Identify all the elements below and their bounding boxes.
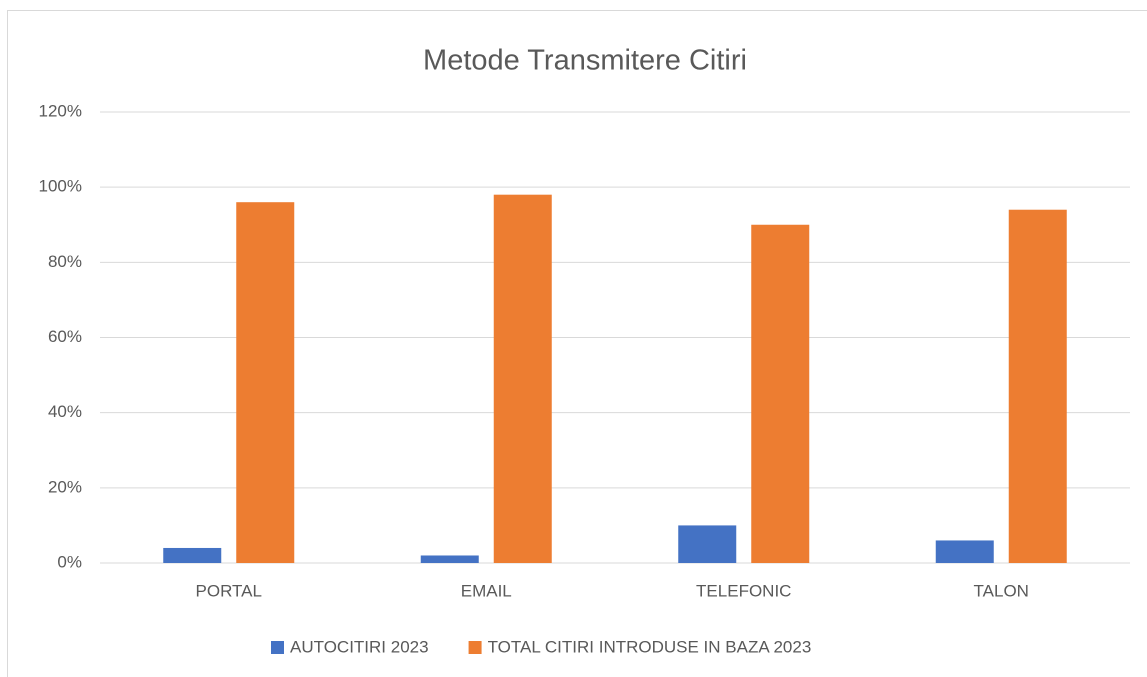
y-tick-label: 20%: [48, 477, 82, 496]
bar: [236, 202, 295, 563]
bar: [493, 194, 552, 563]
chart-title: Metode Transmitere Citiri: [423, 45, 747, 77]
bar: [751, 224, 810, 563]
x-tick-label: PORTAL: [196, 581, 262, 600]
legend-swatch: [468, 641, 482, 654]
x-tick-label: TALON: [974, 581, 1029, 600]
y-tick-label: 60%: [48, 327, 82, 346]
y-tick-label: 0%: [57, 552, 82, 571]
y-tick-label: 100%: [39, 177, 82, 196]
bar: [935, 540, 994, 563]
legend-swatch: [271, 641, 284, 654]
x-tick-label: TELEFONIC: [696, 581, 791, 600]
y-tick-label: 40%: [48, 402, 82, 421]
y-tick-label: 80%: [48, 252, 82, 271]
bar: [420, 555, 479, 563]
bar: [678, 525, 737, 563]
bar: [163, 547, 222, 563]
legend-label: TOTAL CITIRI INTRODUSE IN BAZA 2023: [488, 637, 812, 656]
y-tick-label: 120%: [39, 101, 82, 120]
x-tick-label: EMAIL: [461, 581, 512, 600]
chart-frame: [7, 10, 1147, 677]
bar: [1008, 209, 1067, 563]
legend-label: AUTOCITIRI 2023: [290, 637, 429, 656]
